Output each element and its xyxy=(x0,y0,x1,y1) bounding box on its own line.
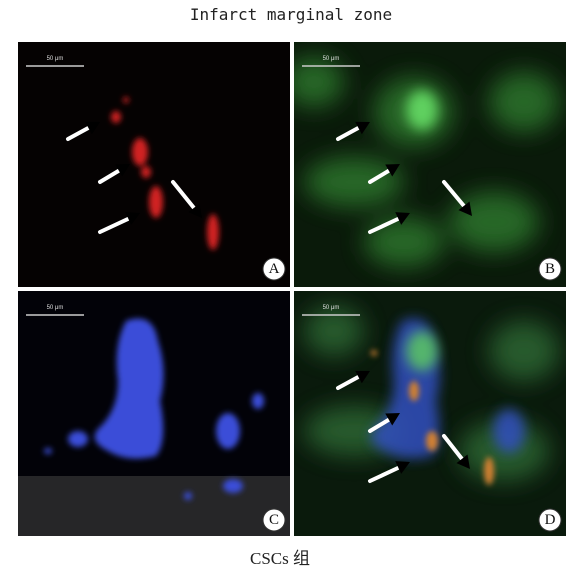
scale-bar-label: 50 μm xyxy=(323,305,340,311)
panel-label: B xyxy=(545,261,555,277)
panel-a: 50 μm A xyxy=(18,42,290,287)
figure: Infarct marginal zone 50 μm A xyxy=(0,0,582,574)
figure-title: Infarct marginal zone xyxy=(190,5,392,24)
panel-c: 50 μm C xyxy=(18,291,290,536)
panel-d: 50 μm D xyxy=(294,291,566,536)
panel-label: A xyxy=(269,261,280,277)
figure-caption: CSCs 组 xyxy=(250,549,310,568)
scale-bar-label: 50 μm xyxy=(47,56,64,62)
panel-label: C xyxy=(269,512,279,528)
panel-label: D xyxy=(545,512,556,528)
panel-b: 50 μm B xyxy=(284,42,566,287)
scale-bar-label: 50 μm xyxy=(323,56,340,62)
scale-bar-label: 50 μm xyxy=(47,305,64,311)
